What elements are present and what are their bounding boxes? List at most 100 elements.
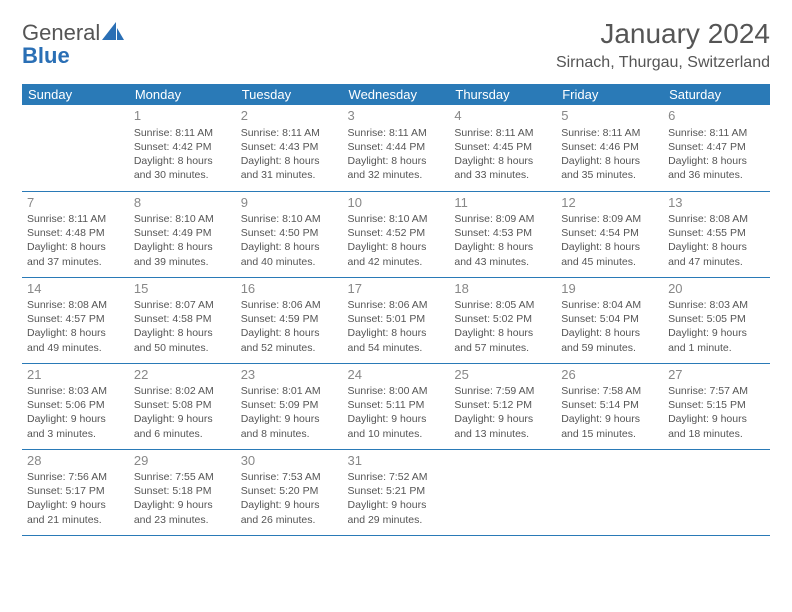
sunset-line: Sunset: 5:09 PM [241,398,338,412]
day-number: 31 [348,452,445,470]
sunrise-line: Sunrise: 8:09 AM [561,212,658,226]
calendar-cell: 23Sunrise: 8:01 AMSunset: 5:09 PMDayligh… [236,363,343,449]
sunrise-line: Sunrise: 8:03 AM [668,298,765,312]
daylight-line: Daylight: 8 hours and 47 minutes. [668,240,765,268]
logo-text-general: General [22,20,100,45]
sunset-line: Sunset: 4:53 PM [454,226,551,240]
daylight-line: Daylight: 8 hours and 40 minutes. [241,240,338,268]
logo-sail-icon [102,22,124,40]
day-number: 10 [348,194,445,212]
sunset-line: Sunset: 4:55 PM [668,226,765,240]
day-number: 26 [561,366,658,384]
daylight-line: Daylight: 8 hours and 54 minutes. [348,326,445,354]
sunset-line: Sunset: 4:44 PM [348,140,445,154]
day-number: 9 [241,194,338,212]
day-number: 7 [27,194,124,212]
calendar-cell: 15Sunrise: 8:07 AMSunset: 4:58 PMDayligh… [129,277,236,363]
calendar-cell: 29Sunrise: 7:55 AMSunset: 5:18 PMDayligh… [129,449,236,535]
calendar-cell: 28Sunrise: 7:56 AMSunset: 5:17 PMDayligh… [22,449,129,535]
sunset-line: Sunset: 4:46 PM [561,140,658,154]
calendar-cell: 14Sunrise: 8:08 AMSunset: 4:57 PMDayligh… [22,277,129,363]
sunrise-line: Sunrise: 8:11 AM [454,126,551,140]
weekday-header: Sunday [22,84,129,105]
day-number: 20 [668,280,765,298]
sunset-line: Sunset: 4:52 PM [348,226,445,240]
calendar-cell: 17Sunrise: 8:06 AMSunset: 5:01 PMDayligh… [343,277,450,363]
weekday-header: Saturday [663,84,770,105]
day-number: 11 [454,194,551,212]
calendar-cell: 30Sunrise: 7:53 AMSunset: 5:20 PMDayligh… [236,449,343,535]
daylight-line: Daylight: 8 hours and 32 minutes. [348,154,445,182]
calendar-cell: 27Sunrise: 7:57 AMSunset: 5:15 PMDayligh… [663,363,770,449]
sunrise-line: Sunrise: 7:56 AM [27,470,124,484]
daylight-line: Daylight: 9 hours and 29 minutes. [348,498,445,526]
daylight-line: Daylight: 9 hours and 13 minutes. [454,412,551,440]
calendar-cell: 7Sunrise: 8:11 AMSunset: 4:48 PMDaylight… [22,191,129,277]
daylight-line: Daylight: 8 hours and 57 minutes. [454,326,551,354]
day-number: 8 [134,194,231,212]
sunrise-line: Sunrise: 7:57 AM [668,384,765,398]
sunrise-line: Sunrise: 7:59 AM [454,384,551,398]
day-number: 25 [454,366,551,384]
day-number: 30 [241,452,338,470]
sunrise-line: Sunrise: 8:06 AM [348,298,445,312]
sunset-line: Sunset: 4:57 PM [27,312,124,326]
daylight-line: Daylight: 9 hours and 8 minutes. [241,412,338,440]
calendar-cell: 12Sunrise: 8:09 AMSunset: 4:54 PMDayligh… [556,191,663,277]
day-number: 22 [134,366,231,384]
calendar-cell-empty [663,449,770,535]
day-number: 15 [134,280,231,298]
weekday-header: Monday [129,84,236,105]
sunrise-line: Sunrise: 8:11 AM [668,126,765,140]
sunset-line: Sunset: 5:18 PM [134,484,231,498]
sunset-line: Sunset: 5:15 PM [668,398,765,412]
sunrise-line: Sunrise: 8:09 AM [454,212,551,226]
sunset-line: Sunset: 4:45 PM [454,140,551,154]
sunrise-line: Sunrise: 7:55 AM [134,470,231,484]
sunset-line: Sunset: 4:58 PM [134,312,231,326]
sunset-line: Sunset: 4:42 PM [134,140,231,154]
day-number: 3 [348,107,445,125]
weekday-header: Friday [556,84,663,105]
calendar-cell: 8Sunrise: 8:10 AMSunset: 4:49 PMDaylight… [129,191,236,277]
sunset-line: Sunset: 5:08 PM [134,398,231,412]
day-number: 29 [134,452,231,470]
sunrise-line: Sunrise: 8:02 AM [134,384,231,398]
day-number: 19 [561,280,658,298]
sunrise-line: Sunrise: 8:01 AM [241,384,338,398]
page-header: General Blue January 2024 Sirnach, Thurg… [22,18,770,72]
logo-text-blue: Blue [22,43,70,68]
title-block: January 2024 Sirnach, Thurgau, Switzerla… [556,18,770,72]
calendar-table: SundayMondayTuesdayWednesdayThursdayFrid… [22,84,770,536]
day-number: 5 [561,107,658,125]
calendar-body: 1 Sunrise: 8:11 AM Sunset: 4:42 PM Daylight… [22,105,770,535]
calendar-cell: 25Sunrise: 7:59 AMSunset: 5:12 PMDayligh… [449,363,556,449]
sunset-line: Sunset: 4:59 PM [241,312,338,326]
day-number: 1 [134,107,231,125]
calendar-cell-empty [449,449,556,535]
daylight-line: Daylight: 8 hours and 45 minutes. [561,240,658,268]
logo: General Blue [22,22,124,68]
calendar-row: 14Sunrise: 8:08 AMSunset: 4:57 PMDayligh… [22,277,770,363]
calendar-cell-empty [556,449,663,535]
daylight-line: Daylight: 8 hours and 50 minutes. [134,326,231,354]
calendar-cell: 16Sunrise: 8:06 AMSunset: 4:59 PMDayligh… [236,277,343,363]
day-number: 23 [241,366,338,384]
sunset-line: Sunset: 5:02 PM [454,312,551,326]
calendar-cell: 19Sunrise: 8:04 AMSunset: 5:04 PMDayligh… [556,277,663,363]
sunset-line: Sunset: 5:11 PM [348,398,445,412]
sunset-line: Sunset: 5:05 PM [668,312,765,326]
calendar-cell: 6Sunrise: 8:11 AMSunset: 4:47 PMDaylight… [663,105,770,191]
daylight-line: Daylight: 9 hours and 3 minutes. [27,412,124,440]
day-number: 14 [27,280,124,298]
day-number: 16 [241,280,338,298]
calendar-row: 21Sunrise: 8:03 AMSunset: 5:06 PMDayligh… [22,363,770,449]
sunrise-line: Sunrise: 8:11 AM [27,212,124,226]
daylight-line: Daylight: 9 hours and 23 minutes. [134,498,231,526]
day-number: 21 [27,366,124,384]
daylight-line: Daylight: 8 hours and 59 minutes. [561,326,658,354]
calendar-cell: 3Sunrise: 8:11 AMSunset: 4:44 PMDaylight… [343,105,450,191]
sunset-line: Sunset: 5:21 PM [348,484,445,498]
daylight-line: Daylight: 9 hours and 6 minutes. [134,412,231,440]
sunset-line: Sunset: 5:12 PM [454,398,551,412]
